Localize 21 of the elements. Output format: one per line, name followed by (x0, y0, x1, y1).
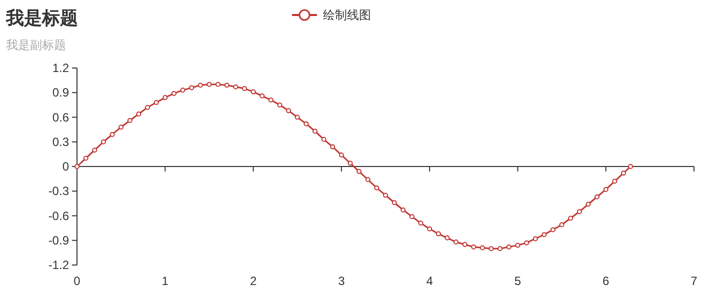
y-tick-label: 0.3 (52, 134, 70, 149)
x-tick-label: 7 (690, 274, 698, 288)
legend-label: 绘制线图 (323, 8, 371, 22)
y-tick-label: -0.3 (48, 184, 70, 198)
y-tick-label: 0 (62, 160, 70, 174)
x-tick-label: 5 (514, 274, 522, 288)
y-tick-label: -1.2 (48, 258, 70, 272)
y-tick-label: -0.6 (48, 208, 70, 223)
x-tick-label: 4 (426, 274, 434, 288)
y-tick-label: 0.6 (52, 110, 70, 124)
y-tick-label: 0.9 (52, 86, 70, 100)
legend: 绘制线图 (292, 8, 371, 22)
x-tick-label: 1 (162, 274, 169, 288)
y-tick-label: 1.2 (52, 61, 70, 75)
y-tick-label: -0.9 (48, 233, 70, 248)
chart-title: 我是标题 (5, 8, 78, 28)
x-tick-label: 2 (250, 274, 257, 288)
chart-subtitle: 我是副标题 (6, 38, 66, 52)
x-tick-label: 6 (602, 274, 610, 288)
x-tick-label: 3 (338, 274, 346, 288)
x-tick-label: 0 (74, 274, 81, 288)
